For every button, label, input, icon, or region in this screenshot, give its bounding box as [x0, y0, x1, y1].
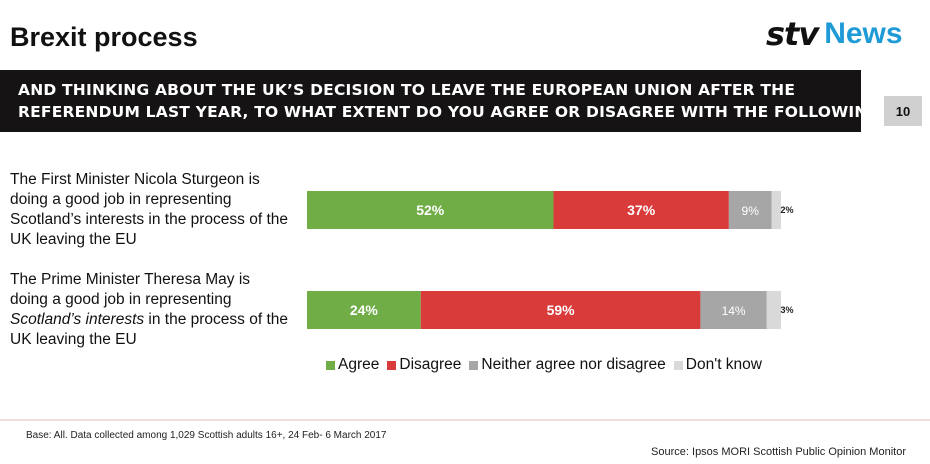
legend-item-disagree: Disagree — [387, 356, 461, 374]
bar-don-t-know-row-1 — [771, 191, 781, 229]
banner-line-1: AND THINKING ABOUT THE UK’S DECISION TO … — [18, 81, 796, 99]
question-banner: AND THINKING ABOUT THE UK’S DECISION TO … — [0, 70, 887, 132]
question-label-sturgeon: The First Minister Nicola Sturgeon is do… — [10, 171, 289, 248]
legend-swatch — [673, 360, 683, 370]
data-label-neither-agree-nor-disagree-row-1: 9% — [742, 204, 760, 218]
stv-logo-text: stv — [766, 15, 819, 53]
question-label-may-italic: Scotland’s interests — [10, 311, 145, 328]
bar-agree-row-1 — [307, 191, 554, 229]
data-label-disagree-row-1: 37% — [627, 202, 656, 218]
chart-legend: Agree Disagree Neither agree nor disagree D… — [326, 356, 770, 374]
legend-item-neither-agree-nor-disagree: Neither agree nor disagree — [469, 356, 666, 374]
legend-label: Don't know — [685, 356, 762, 373]
legend-item-don-t-know: Don't know — [673, 356, 762, 374]
data-label-disagree-row-2: 59% — [547, 302, 576, 318]
bar-agree-row-2 — [307, 291, 421, 329]
legend-swatch — [326, 360, 335, 370]
legend-swatch — [387, 360, 397, 370]
page-number: 10 — [884, 96, 922, 126]
legend-label: Neither agree nor disagree — [481, 356, 666, 373]
news-logo-text: News — [824, 17, 903, 50]
data-label-don-t-know-row-1: 2% — [780, 205, 793, 215]
bar-neither-agree-nor-disagree-row-2 — [700, 291, 767, 329]
data-label-don-t-know-row-2: 3% — [780, 305, 793, 315]
bar-disagree-row-2 — [420, 291, 701, 329]
bar-don-t-know-row-2 — [766, 291, 781, 329]
bar-disagree-row-1 — [553, 191, 729, 229]
data-label-agree-row-2: 24% — [350, 302, 379, 318]
question-label-may-part2: in the process of the UK leaving the EU — [10, 311, 289, 348]
data-label-neither-agree-nor-disagree-row-2: 14% — [722, 304, 746, 318]
banner-line-2: REFERENDUM LAST YEAR, TO WHAT EXTENT DO … — [18, 103, 887, 121]
footer-divider — [0, 419, 930, 421]
source-note: Source: Ipsos MORI Scottish Public Opini… — [651, 446, 906, 458]
stv-news-logo: stv News — [766, 14, 926, 54]
legend-item-agree: Agree — [326, 356, 379, 374]
legend-label: Disagree — [399, 356, 462, 373]
question-label-may: The Prime Minister Theresa May is doing … — [10, 270, 290, 350]
question-label-may-part1: The Prime Minister Theresa May is doing … — [10, 271, 251, 308]
data-label-agree-row-1: 52% — [416, 202, 445, 218]
page-title: Brexit process — [10, 22, 198, 52]
legend-label: Agree — [338, 356, 380, 373]
base-note: Base: All. Data collected among 1,029 Sc… — [26, 430, 387, 441]
legend-swatch — [469, 360, 479, 370]
bar-neither-agree-nor-disagree-row-1 — [728, 191, 772, 229]
